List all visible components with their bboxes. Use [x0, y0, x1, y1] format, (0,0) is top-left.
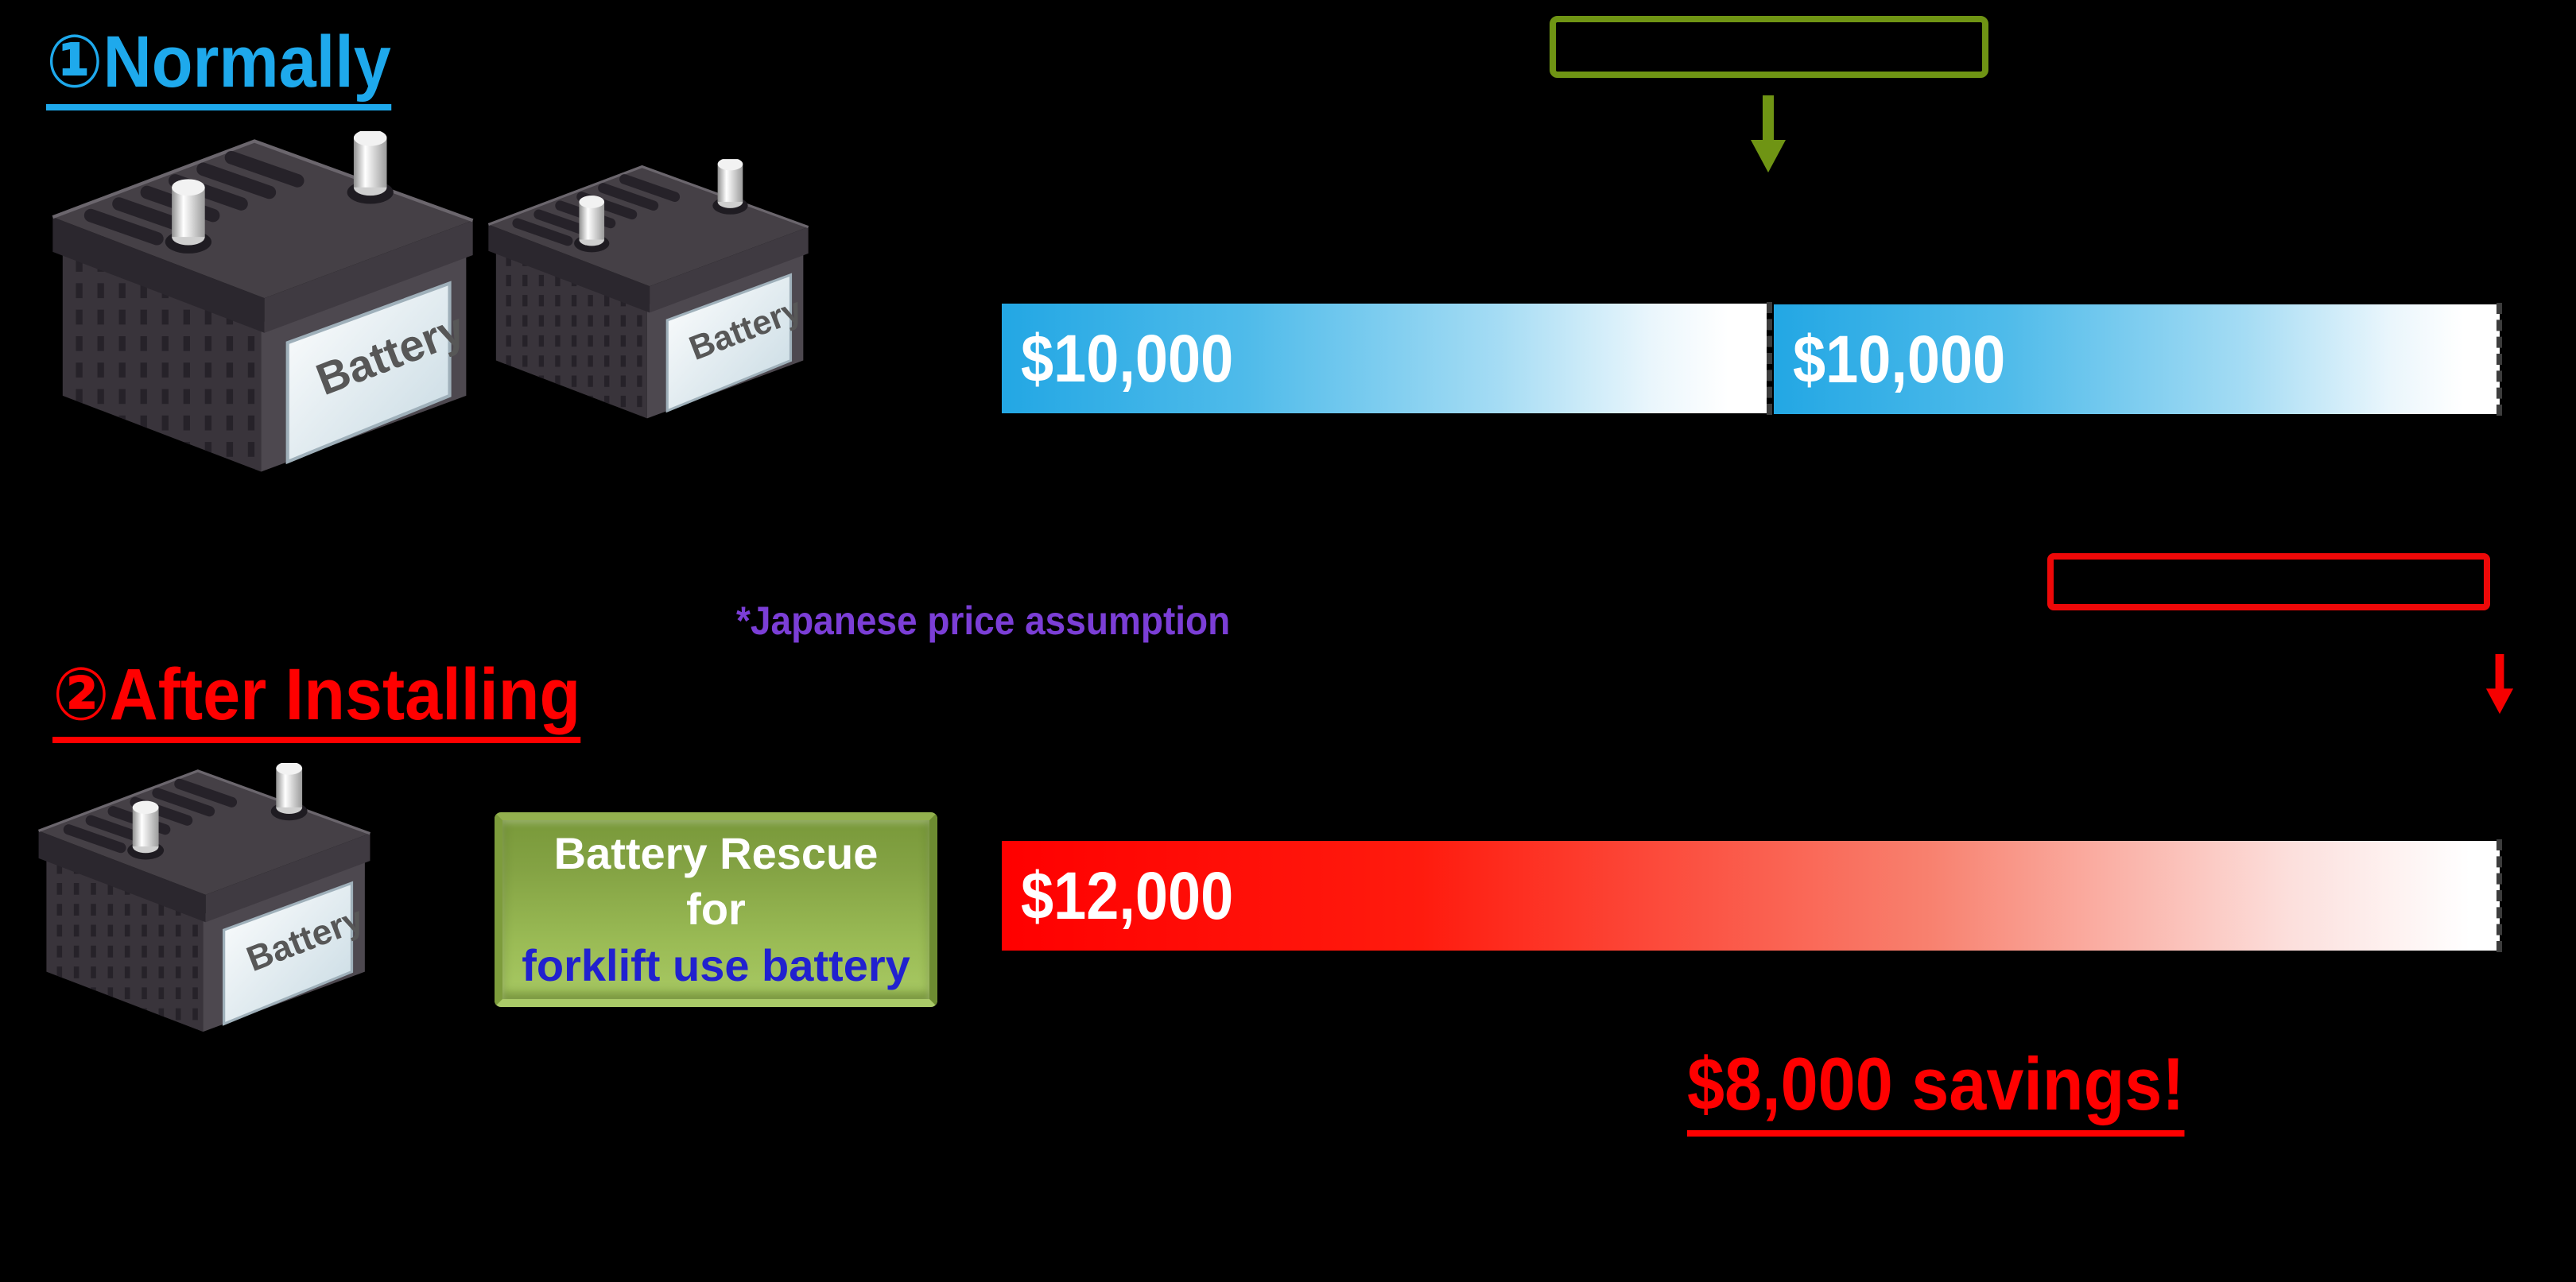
battery-icon-2 [483, 159, 813, 426]
cost-bar-year2-label: $10,000 [1793, 321, 2006, 397]
section-title-after-installing: ②After Installing [52, 656, 627, 743]
section-title-after-installing-text: ②After Installing [52, 656, 581, 743]
battery-rescue-button: Battery Rescue for forklift use battery [495, 812, 937, 1007]
price-assumption-note: *Japanese price assumption [736, 598, 1231, 643]
battery-rescue-button-line3: forklift use battery [522, 939, 910, 990]
year-boundary-dashed-line-2 [2496, 303, 2502, 416]
battery-rescue-button-line2: for [686, 884, 746, 935]
section-title-normally-text: ①Normally [46, 24, 391, 110]
cost-bar-year1-label: $10,000 [1021, 320, 1234, 396]
battery-rescue-button-line1: Battery Rescue [553, 827, 879, 878]
cost-bar-after-install-label: $12,000 [1021, 858, 1234, 933]
cost-bar-year1: $10,000 [1002, 304, 1767, 413]
savings-callout-text: $8,000 savings! [1687, 1041, 2185, 1137]
replacement-timing-callout-box [2047, 553, 2490, 610]
cost-bar-year2: $10,000 [1774, 304, 2500, 414]
green-down-arrow-icon [1751, 95, 1786, 172]
year-boundary-dashed-line-3 [2496, 839, 2502, 952]
battery-icon-3 [33, 763, 375, 1040]
red-down-arrow-icon [2485, 654, 2514, 715]
cost-bar-after-install: $12,000 [1002, 841, 2500, 951]
savings-callout: $8,000 savings! [1687, 1041, 2240, 1137]
battery-icon-1 [46, 131, 479, 482]
yearly-exchange-callout-box [1550, 16, 1988, 78]
year-boundary-dashed-line-1 [1767, 302, 1772, 415]
section-title-normally: ①Normally [46, 24, 421, 110]
